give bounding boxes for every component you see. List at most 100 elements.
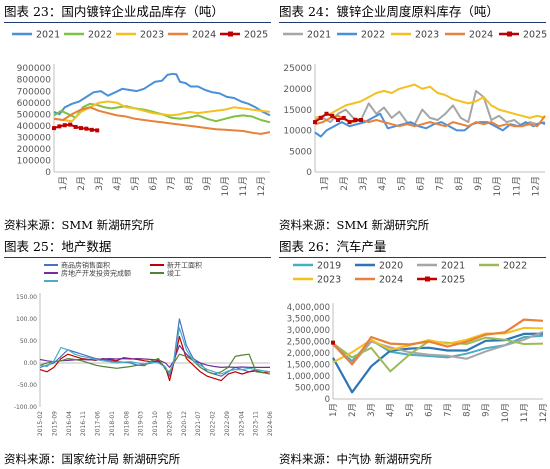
chart-caption: 图表 26：汽车产量 bbox=[279, 237, 546, 258]
chart-source: 资料来源：中汽协 新湖研究所 bbox=[279, 452, 433, 466]
legend-label: 2025 bbox=[244, 30, 268, 41]
x-tick-label: 1月 bbox=[329, 403, 339, 417]
x-tick-label: 4月 bbox=[377, 176, 388, 191]
y-tick-label: 0 bbox=[306, 168, 312, 178]
series-line-房地产开发投资完成额 bbox=[39, 344, 270, 369]
series-line-2021 bbox=[314, 89, 546, 128]
y-tick-label: 1,500,000 bbox=[287, 360, 330, 370]
series-line-新开工面积 bbox=[39, 335, 271, 382]
series-line-2020 bbox=[332, 332, 544, 394]
x-tick-label: 12月 bbox=[539, 403, 549, 422]
series-marker-2025 bbox=[347, 120, 352, 125]
series-line-2024 bbox=[314, 114, 546, 128]
x-tick-label: 9月 bbox=[202, 176, 213, 191]
legend-marker bbox=[425, 276, 430, 282]
series-marker-2025 bbox=[330, 113, 335, 118]
y-tick-label: 5000 bbox=[289, 147, 312, 157]
x-tick-label: 2018-08 bbox=[123, 411, 130, 436]
series-marker-2025 bbox=[359, 118, 363, 122]
x-tick-label: 9月 bbox=[482, 403, 492, 417]
series-marker-2025 bbox=[62, 123, 67, 128]
legend-label: 竣工 bbox=[167, 269, 181, 278]
x-tick-label: 2020-12 bbox=[181, 411, 188, 436]
legend-label: 商品房销售面积 bbox=[61, 261, 110, 270]
y-tick-label: -50.00 bbox=[18, 382, 38, 389]
x-tick-label: 2月 bbox=[76, 176, 87, 191]
legend-label: 2022 bbox=[88, 30, 112, 41]
y-tick-label: -100.00 bbox=[14, 404, 37, 411]
x-tick-label: 2019-03 bbox=[138, 411, 145, 436]
y-tick-label: 50.00 bbox=[20, 338, 37, 345]
legend-label: 2025 bbox=[523, 30, 547, 41]
legend-label: 2020 bbox=[379, 261, 403, 272]
series-marker-2025 bbox=[95, 128, 100, 133]
y-tick-label: 10000 bbox=[283, 127, 312, 137]
x-tick-label: 2月 bbox=[339, 176, 350, 191]
chart-source: 资料来源：SMM 新湖研究所 bbox=[279, 218, 430, 232]
chart-panel-24: 图表 24：镀锌企业周度原料库存（吨） 0 5000 10000 15000 20000… bbox=[275, 0, 550, 235]
y-tick-label: 100.00 bbox=[16, 316, 37, 323]
x-tick-label: 2023-04 bbox=[238, 411, 245, 436]
x-tick-label: 4月 bbox=[386, 403, 396, 417]
series-marker-2025 bbox=[331, 340, 335, 345]
series-marker-2025 bbox=[336, 118, 340, 122]
x-tick-label: 2016-11 bbox=[80, 411, 87, 436]
chart-caption: 图表 23：国内镀锌企业成品库存（吨） bbox=[4, 2, 271, 23]
x-tick-label: 10月 bbox=[492, 176, 503, 196]
legend-label: 2021 bbox=[441, 261, 465, 272]
series-line-2023 bbox=[314, 83, 546, 119]
x-tick-label: 2月 bbox=[348, 403, 358, 417]
series-marker-2025 bbox=[73, 124, 78, 129]
x-tick-label: 2022-09 bbox=[224, 411, 231, 436]
x-tick-label: 7月 bbox=[444, 403, 454, 417]
x-tick-label: 12月 bbox=[531, 176, 542, 196]
series-line-unnamed bbox=[39, 327, 271, 375]
series-marker-2025 bbox=[57, 124, 62, 129]
legend-label: 2023 bbox=[415, 30, 439, 41]
series-marker-2025 bbox=[84, 126, 89, 131]
y-tick-label: 700000 bbox=[17, 87, 52, 97]
chart-panel-23: 图表 23：国内镀锌企业成品库存（吨） 0 100000 200000 300000 4… bbox=[0, 0, 275, 235]
x-tick-label: 2015-02 bbox=[37, 411, 44, 436]
x-tick-label: 2022-02 bbox=[210, 411, 217, 436]
x-tick-label: 2024-06 bbox=[267, 411, 274, 436]
legend-label: 2024 bbox=[469, 30, 493, 41]
x-tick-label: 3月 bbox=[358, 176, 369, 191]
legend-marker bbox=[507, 31, 512, 37]
y-tick-label: 400000 bbox=[17, 122, 52, 132]
y-tick-label: 600000 bbox=[17, 99, 52, 109]
y-tick-label: 200000 bbox=[17, 145, 52, 155]
legend-label: 2022 bbox=[361, 30, 385, 41]
x-tick-label: 2019-10 bbox=[152, 411, 159, 436]
x-tick-label: 8月 bbox=[184, 176, 195, 191]
y-tick-label: 2,500,000 bbox=[287, 337, 330, 347]
x-tick-label: 11月 bbox=[520, 403, 530, 422]
x-tick-label: 5月 bbox=[396, 176, 407, 191]
legend-label: 2024 bbox=[192, 30, 216, 41]
y-tick-label: 900000 bbox=[17, 64, 52, 74]
y-tick-label: 500,000 bbox=[295, 383, 330, 393]
x-tick-label: 5月 bbox=[130, 176, 141, 191]
y-tick-label: 100000 bbox=[17, 157, 52, 167]
y-tick-label: 20000 bbox=[283, 85, 312, 95]
chart-24-svg: 0 5000 10000 15000 20000 25000 1月 2月 3月 4月 5月 6月 7月 8… bbox=[283, 30, 547, 196]
y-tick-label: 3,000,000 bbox=[287, 326, 330, 336]
x-tick-label: 6月 bbox=[148, 176, 159, 191]
x-tick-label: 2021-07 bbox=[195, 411, 202, 436]
series-marker-2025 bbox=[324, 111, 329, 116]
x-tick-label: 3月 bbox=[94, 176, 105, 191]
x-tick-label: 11月 bbox=[238, 176, 249, 196]
chart-25-svg: -100.00 -50.00 0.00 50.00 100.00 150.00 2015-0… bbox=[14, 261, 274, 437]
x-tick-label: 1月 bbox=[58, 176, 69, 191]
y-tick-label: 2,000,000 bbox=[287, 349, 330, 359]
x-tick-label: 10月 bbox=[501, 403, 511, 422]
legend-label: 2023 bbox=[317, 275, 341, 286]
series-line-2021 bbox=[332, 330, 544, 366]
x-tick-label: 10月 bbox=[220, 176, 231, 196]
y-tick-label: 4,000,000 bbox=[287, 303, 330, 313]
series-line-2021 bbox=[53, 72, 271, 117]
y-tick-label: 0 bbox=[325, 395, 330, 405]
y-tick-label: 15000 bbox=[283, 106, 312, 116]
x-tick-label: 2020-05 bbox=[166, 411, 173, 436]
